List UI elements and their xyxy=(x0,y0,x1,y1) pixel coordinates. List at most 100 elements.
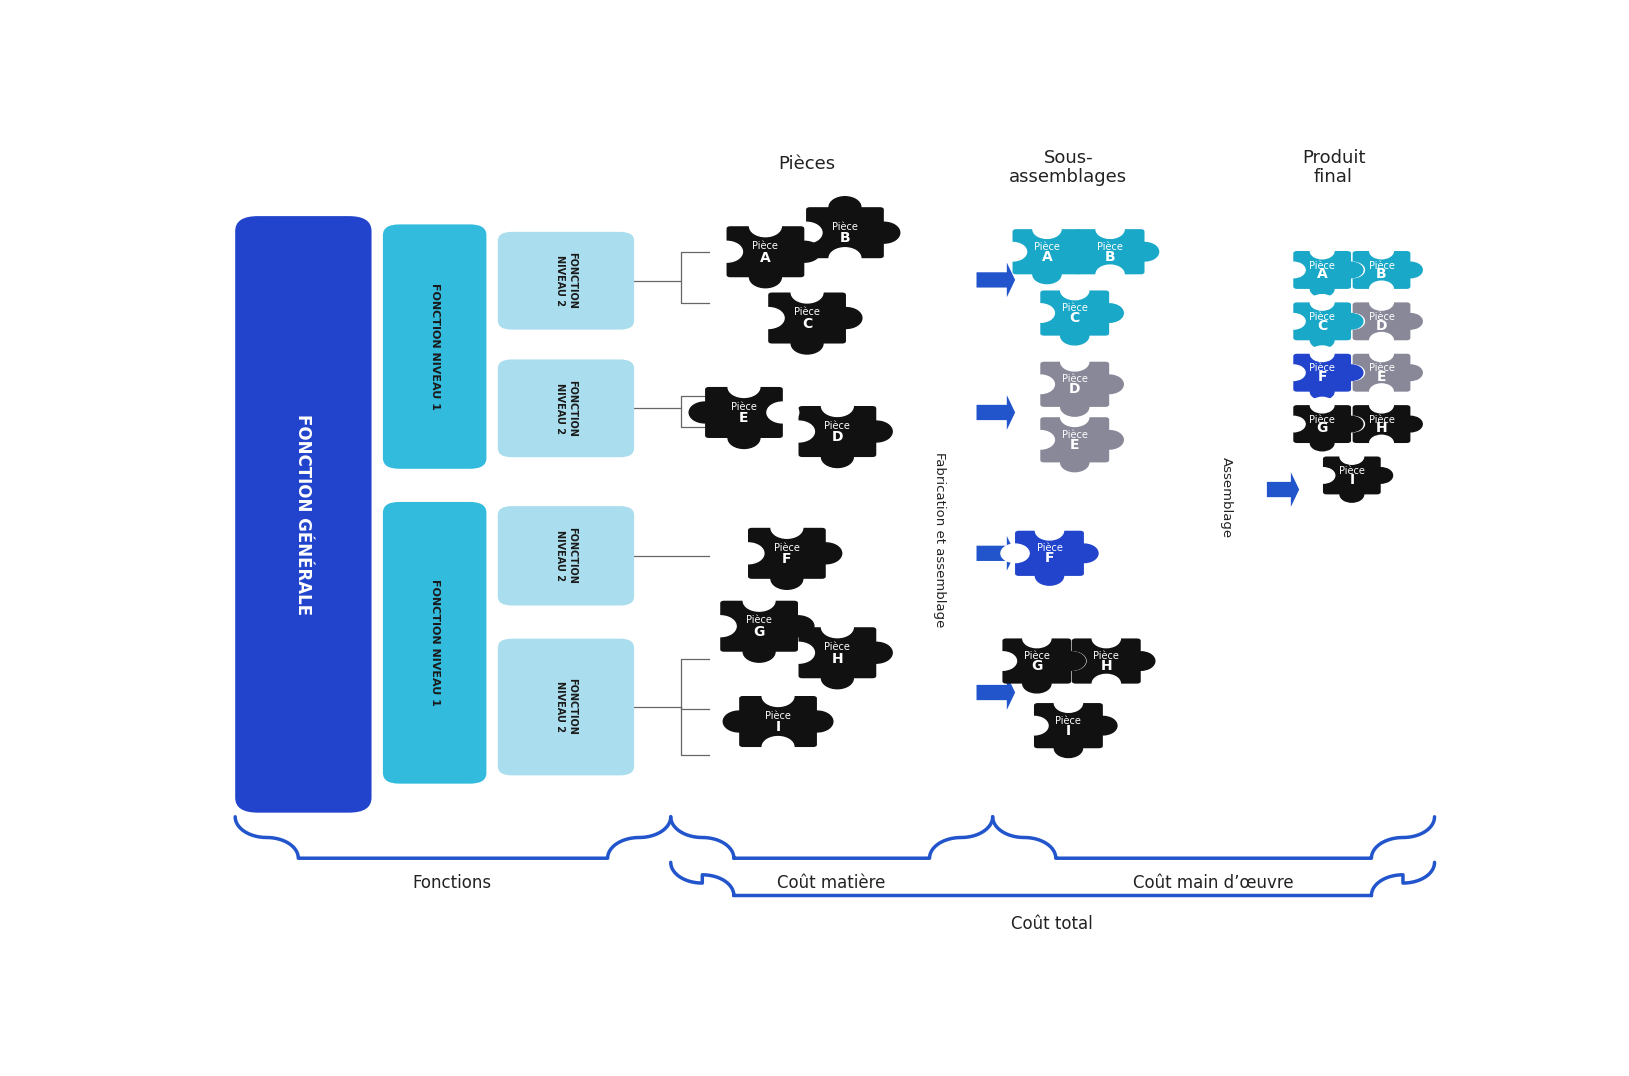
Circle shape xyxy=(821,668,854,689)
Circle shape xyxy=(1370,397,1393,413)
Text: Assemblage: Assemblage xyxy=(1220,457,1233,538)
Text: Pièce: Pièce xyxy=(1310,260,1336,271)
Circle shape xyxy=(801,711,832,732)
FancyBboxPatch shape xyxy=(498,231,634,329)
FancyBboxPatch shape xyxy=(1013,229,1082,274)
Text: Pièce: Pièce xyxy=(731,401,757,412)
FancyBboxPatch shape xyxy=(740,696,816,747)
Circle shape xyxy=(1370,384,1393,399)
Text: Fabrication et assemblage: Fabrication et assemblage xyxy=(933,452,946,627)
Circle shape xyxy=(868,223,899,243)
FancyBboxPatch shape xyxy=(1352,251,1411,289)
FancyBboxPatch shape xyxy=(1293,251,1350,289)
FancyBboxPatch shape xyxy=(1002,638,1072,683)
Circle shape xyxy=(771,518,803,538)
FancyBboxPatch shape xyxy=(1075,229,1145,274)
Circle shape xyxy=(1023,675,1051,693)
Circle shape xyxy=(860,642,893,663)
FancyBboxPatch shape xyxy=(1323,456,1381,494)
Circle shape xyxy=(771,568,803,590)
Circle shape xyxy=(1088,717,1117,735)
FancyBboxPatch shape xyxy=(1293,406,1350,443)
FancyBboxPatch shape xyxy=(705,387,784,438)
Circle shape xyxy=(749,216,782,237)
Circle shape xyxy=(790,223,823,243)
Text: F: F xyxy=(782,552,792,566)
Text: FONCTION GÉNÉRALE: FONCTION GÉNÉRALE xyxy=(295,414,313,615)
Circle shape xyxy=(723,711,756,732)
Text: Pièce: Pièce xyxy=(1368,414,1394,425)
Text: H: H xyxy=(1101,660,1113,674)
Text: Produit: Produit xyxy=(1302,150,1365,167)
Text: Pièce: Pièce xyxy=(746,615,772,625)
Text: Coût main d’œuvre: Coût main d’œuvre xyxy=(1134,874,1293,892)
Circle shape xyxy=(1310,243,1334,258)
Text: Pièce: Pièce xyxy=(1062,429,1088,440)
Text: FONCTION
NIVEAU 2: FONCTION NIVEAU 2 xyxy=(555,380,577,437)
Text: H: H xyxy=(831,652,844,666)
Circle shape xyxy=(1370,332,1393,348)
Text: Pièce: Pièce xyxy=(774,542,800,552)
Text: Pièce: Pièce xyxy=(1368,364,1394,373)
FancyBboxPatch shape xyxy=(1015,530,1083,576)
Text: Pièce: Pièce xyxy=(824,642,850,652)
Circle shape xyxy=(1060,353,1088,371)
Circle shape xyxy=(1070,544,1098,563)
Text: Sous-: Sous- xyxy=(1044,150,1093,167)
Text: Pièce: Pièce xyxy=(1062,374,1088,384)
Text: FONCTION NIVEAU 1: FONCTION NIVEAU 1 xyxy=(430,283,440,410)
Circle shape xyxy=(1341,365,1365,381)
Circle shape xyxy=(821,447,854,467)
Circle shape xyxy=(1399,263,1422,278)
Circle shape xyxy=(1036,567,1064,585)
Text: Pièce: Pièce xyxy=(1098,242,1122,252)
FancyBboxPatch shape xyxy=(1352,354,1411,392)
Text: Pièce: Pièce xyxy=(795,308,819,317)
Circle shape xyxy=(731,543,764,564)
FancyBboxPatch shape xyxy=(720,600,798,652)
Text: G: G xyxy=(754,625,764,639)
Text: D: D xyxy=(1069,382,1080,396)
Text: Pièce: Pièce xyxy=(832,222,858,232)
Circle shape xyxy=(782,642,814,663)
Circle shape xyxy=(1310,332,1334,348)
Text: D: D xyxy=(832,430,844,444)
Circle shape xyxy=(792,334,823,354)
Circle shape xyxy=(782,421,814,442)
Circle shape xyxy=(1310,281,1334,297)
Circle shape xyxy=(1095,303,1124,323)
Text: Coût matière: Coût matière xyxy=(777,874,885,892)
Circle shape xyxy=(810,543,842,564)
Circle shape xyxy=(1368,468,1393,483)
Text: Pièce: Pièce xyxy=(1310,312,1336,322)
Text: Pièce: Pièce xyxy=(1368,312,1394,322)
Circle shape xyxy=(1026,430,1054,449)
Circle shape xyxy=(1026,376,1054,394)
Text: E: E xyxy=(1377,370,1386,384)
Circle shape xyxy=(689,402,722,423)
Text: Pièce: Pièce xyxy=(1056,716,1082,725)
Text: Pièce: Pièce xyxy=(1093,651,1119,661)
Circle shape xyxy=(1060,408,1088,426)
Circle shape xyxy=(788,241,821,263)
Circle shape xyxy=(710,241,743,263)
Circle shape xyxy=(728,427,759,449)
Text: B: B xyxy=(839,231,850,245)
Circle shape xyxy=(1310,384,1334,399)
Text: A: A xyxy=(1316,267,1328,281)
Circle shape xyxy=(1341,313,1365,329)
Circle shape xyxy=(1096,265,1124,284)
Text: I: I xyxy=(1065,724,1070,738)
Text: Pièces: Pièces xyxy=(779,155,836,173)
Text: A: A xyxy=(761,251,771,265)
Text: G: G xyxy=(1031,660,1043,674)
Circle shape xyxy=(1370,281,1393,297)
Circle shape xyxy=(1026,303,1054,323)
Circle shape xyxy=(1341,449,1363,464)
Text: I: I xyxy=(775,720,780,734)
Text: Pièce: Pièce xyxy=(1036,543,1062,553)
Text: D: D xyxy=(1377,318,1388,332)
Text: C: C xyxy=(1070,311,1080,325)
Text: FONCTION
NIVEAU 2: FONCTION NIVEAU 2 xyxy=(555,252,577,309)
FancyBboxPatch shape xyxy=(1293,354,1350,392)
